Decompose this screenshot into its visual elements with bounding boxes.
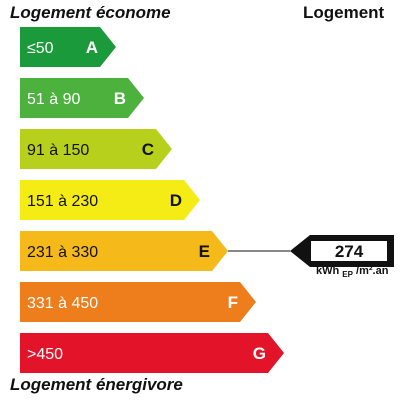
class-letter-g: G — [253, 344, 266, 363]
class-range-d: 151 à 230 — [27, 193, 98, 210]
title-logement-econome: Logement économe — [10, 3, 171, 22]
unit-rest: /m².an — [356, 265, 389, 277]
class-bar-shape-b — [20, 78, 144, 118]
class-bar-shape-c — [20, 129, 172, 169]
class-range-f: 331 à 450 — [27, 295, 98, 312]
class-bar-shape-d — [20, 180, 200, 220]
title-logement: Logement — [303, 3, 385, 22]
class-range-a: ≤50 — [27, 40, 54, 57]
class-range-b: 51 à 90 — [27, 91, 80, 108]
title-logement-energivore: Logement énergivore — [10, 375, 183, 394]
unit-sub: EP — [342, 270, 353, 280]
class-letter-e: E — [199, 242, 210, 261]
class-bar-shape-f — [20, 282, 256, 322]
class-letter-c: C — [142, 140, 154, 159]
class-bar-a: ≤50 A — [20, 27, 116, 67]
class-bar-c: 91 à 150 C — [20, 129, 172, 169]
class-bar-d: 151 à 230 D — [20, 180, 200, 220]
class-bar-e: 231 à 330 E — [20, 231, 228, 271]
class-bar-g: >450 G — [20, 333, 284, 373]
class-range-g: >450 — [27, 346, 63, 363]
class-letter-f: F — [228, 293, 238, 312]
indicator-arrow: 274 — [290, 235, 394, 267]
class-range-c: 91 à 150 — [27, 142, 89, 159]
class-bar-shape-g — [20, 333, 284, 373]
class-bar-f: 331 à 450 F — [20, 282, 256, 322]
class-bar-shape-e — [20, 231, 228, 271]
class-letter-b: B — [114, 89, 126, 108]
class-bar-b: 51 à 90 B — [20, 78, 144, 118]
class-bar-shape-a — [20, 27, 116, 67]
unit-main: kWh — [316, 265, 340, 277]
class-letter-d: D — [170, 191, 182, 210]
class-range-e: 231 à 330 — [27, 244, 98, 261]
indicator-value-box — [311, 241, 387, 261]
unit-label: kWh EP /m².an — [316, 265, 388, 279]
indicator-value: 274 — [335, 242, 364, 261]
class-letter-a: A — [86, 38, 98, 57]
